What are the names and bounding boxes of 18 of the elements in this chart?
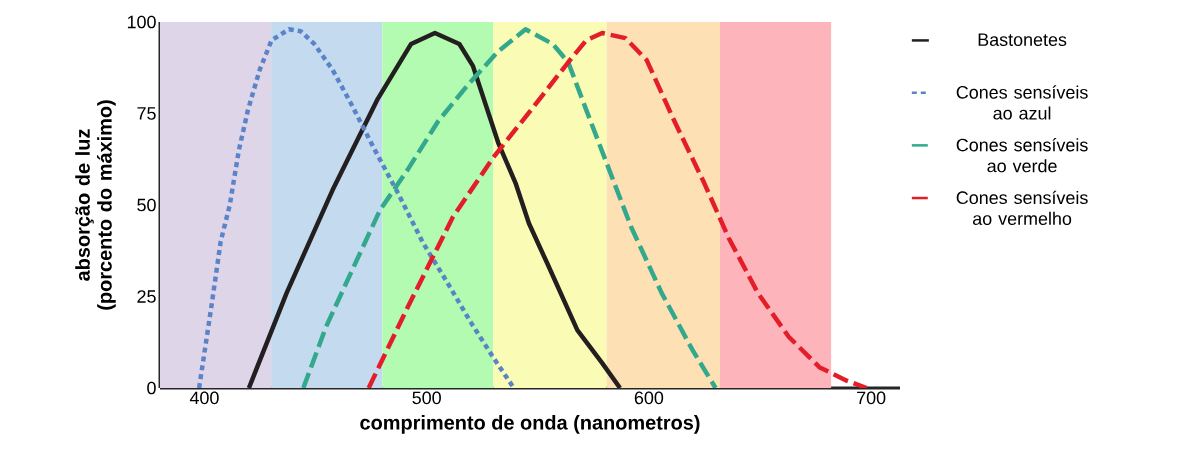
y-tick-label: 100 bbox=[127, 15, 156, 29]
y-axis-title: absorção de luz (porcento do máximo) bbox=[75, 100, 116, 310]
y-tick-label: 75 bbox=[137, 107, 156, 120]
x-tick-label: 600 bbox=[634, 391, 664, 405]
x-tick-label: 400 bbox=[189, 391, 219, 405]
line-series bbox=[366, 30, 869, 388]
text: Bastonetes bbox=[978, 33, 1067, 47]
legend-label: Cones sensíveis ao vermelho bbox=[956, 190, 1088, 225]
legend-label: Cones sensíveis ao verde bbox=[956, 138, 1088, 173]
line-series bbox=[301, 27, 718, 388]
legend-label: Cones sensíveis ao azul bbox=[956, 85, 1088, 120]
x-axis-title: comprimento de onda (nanometros) bbox=[360, 415, 700, 434]
y-tick-label: 25 bbox=[137, 290, 156, 303]
line-series bbox=[196, 27, 517, 388]
x-tick-label: 500 bbox=[412, 391, 441, 405]
x-tick-label: 700 bbox=[857, 391, 886, 405]
y-tick-label: 50 bbox=[137, 198, 156, 212]
y-tick-label: 0 bbox=[147, 381, 156, 395]
